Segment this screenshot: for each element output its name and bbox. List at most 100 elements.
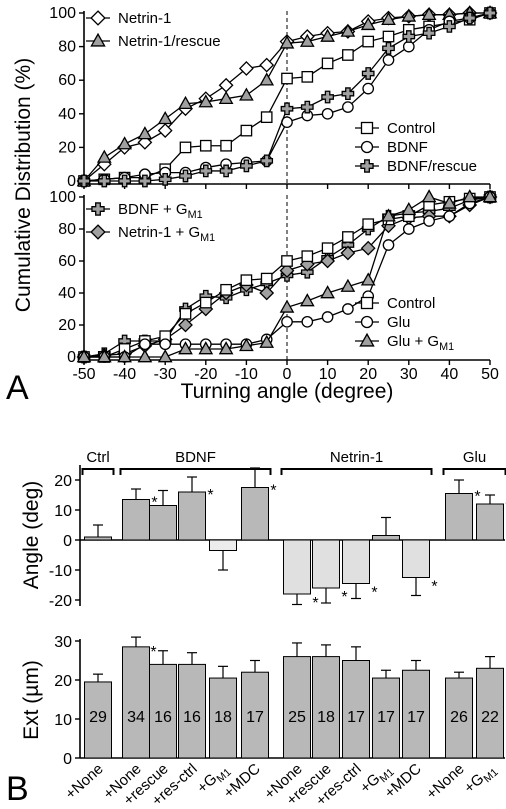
bar [342,660,370,759]
significance-marker: * [371,585,377,602]
bar-count-label: 34 [127,709,145,726]
x-tick-label: -10 [235,366,258,383]
data-point [421,189,437,203]
data-point [422,26,436,40]
x-tick-label: 30 [400,366,418,383]
data-point [97,174,111,188]
data-point [320,28,335,42]
data-point [238,61,254,76]
data-point [139,338,151,351]
data-point [259,57,275,73]
bar [402,539,430,578]
data-point [321,57,334,70]
data-point [259,334,275,348]
data-point [360,240,376,256]
bar [342,539,370,584]
data-point [342,101,354,113]
line-chart-top: 0 20 40 60 80 100 Netrin-1 Netrin-1/rescue Contr… [49,5,498,190]
data-point [360,272,376,286]
bar [209,677,237,759]
data-point [279,35,295,49]
y-tick-label: 20 [58,317,76,334]
bar [372,677,400,759]
data-point [301,315,314,328]
bar [372,535,400,541]
data-point [259,285,275,301]
line-chart-bottom: 0 20 40 60 80 100 -50 -40 -30 -20 -10 0 10 20 30 40 50 BD… [49,189,499,383]
legend-label: BDNF [387,139,428,156]
legend-marker [360,159,374,173]
bar [84,681,112,759]
legend-marker [91,202,105,216]
data-point [382,54,395,66]
bar [312,656,340,759]
legend-label: Netrin-1/rescue [118,33,221,50]
bar-count-label: 29 [89,709,107,726]
data-point [301,250,314,263]
data-point [159,338,172,351]
data-point [178,95,193,110]
data-point [137,349,153,363]
data-point [198,341,214,355]
data-point [300,100,314,114]
group-bracket [119,468,272,475]
legend-label: Glu [387,314,410,331]
data-point [401,201,417,216]
data-point [281,315,293,328]
y-tick-label: 80 [58,39,76,56]
bar [149,663,177,759]
bar-count-label: 25 [288,709,306,726]
data-point [320,285,335,299]
data-point [381,11,396,26]
significance-marker: * [341,589,347,606]
data-point [360,16,376,31]
significance-marker: * [312,595,318,612]
category-label: +GM1 [461,760,501,799]
legend-marker [360,315,374,329]
data-point [401,8,417,22]
data-point [118,174,131,188]
group-label: Glu [463,449,486,466]
data-point [198,94,214,108]
data-point [138,174,152,188]
data-point [320,253,336,269]
x-tick-label: -50 [72,366,95,383]
y-axis-title: Angle (deg) [20,481,43,590]
legend-marker [359,332,375,347]
data-point [299,293,315,307]
bar [241,487,269,541]
x-tick-label: -30 [154,366,177,383]
data-point [76,349,92,363]
x-axis-title: Turning angle (degree) [181,380,394,403]
data-point [402,30,416,43]
bar [283,539,311,595]
data-point [321,242,334,255]
data-point [382,41,395,55]
data-point [137,126,153,140]
bar [84,536,112,541]
bar [122,499,150,541]
legend-label: Netrin-1 + GM1 [118,224,215,244]
legend-label: Control [387,295,435,312]
data-point [281,72,293,85]
legend-marker [90,32,106,47]
data-point [321,90,334,104]
y-tick-label: 40 [58,106,76,123]
panel-label-b: B [6,770,29,808]
bar-count-label: 17 [407,709,425,726]
significance-marker: * [270,483,276,500]
bar-count-label: 17 [377,709,395,726]
y-tick-label: 0 [63,533,72,550]
data-point [482,189,498,203]
data-point [402,40,415,53]
data-point [240,274,253,287]
significance-marker: * [474,489,480,506]
data-point [260,154,274,168]
y-tick-label: 40 [58,285,76,302]
data-point [340,23,356,37]
x-tick-label: -20 [194,366,217,383]
data-point [96,149,112,163]
data-point [342,49,354,61]
y-tick-label: 10 [54,712,72,729]
data-point [301,70,314,83]
